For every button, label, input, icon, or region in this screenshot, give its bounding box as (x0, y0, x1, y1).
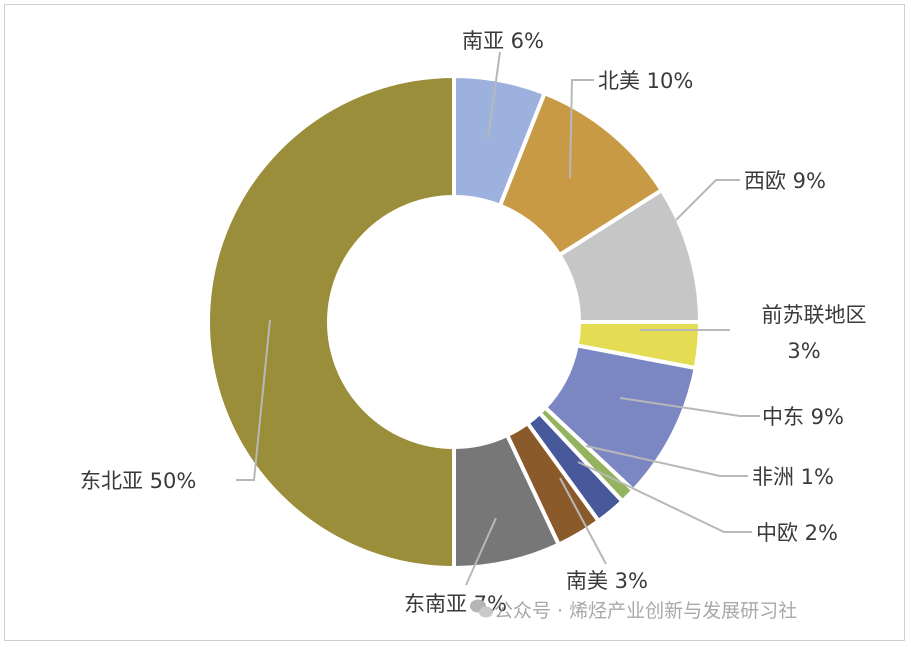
slice-label-4-line-1: 前苏联地区 (762, 303, 867, 327)
leader-line-9 (465, 517, 497, 586)
watermark-text: 公众号 · 烯烃产业创新与发展研习社 (494, 600, 797, 622)
leader-line-8 (559, 477, 607, 565)
watermark: 公众号 · 烯烃产业创新与发展研习社 (470, 599, 797, 622)
slice-label-2: 北美 10% (598, 69, 693, 93)
leader-line-10 (236, 319, 271, 481)
leader-line-3 (675, 179, 740, 221)
slice-label-7: 中欧 2% (756, 521, 838, 545)
slice-label-4-line-2: 3% (787, 339, 820, 363)
slice-10 (206, 73, 456, 571)
leader-line-2 (569, 79, 594, 179)
leader-line-1 (487, 51, 501, 139)
slice-label-8: 南美 3% (566, 569, 648, 593)
wechat-icon (470, 599, 493, 618)
leader-lines-group (236, 51, 760, 586)
leader-line-7 (577, 461, 752, 533)
slices-group (206, 73, 703, 571)
slice-label-3: 西欧 9% (744, 169, 826, 193)
leader-line-5 (619, 397, 760, 417)
slice-label-10: 东北亚 50% (80, 469, 196, 493)
leader-line-6 (585, 445, 748, 477)
slice-label-5: 中东 9% (762, 405, 844, 429)
slice-label-1: 南亚 6% (462, 29, 544, 53)
slice-label-6: 非洲 1% (752, 465, 834, 489)
